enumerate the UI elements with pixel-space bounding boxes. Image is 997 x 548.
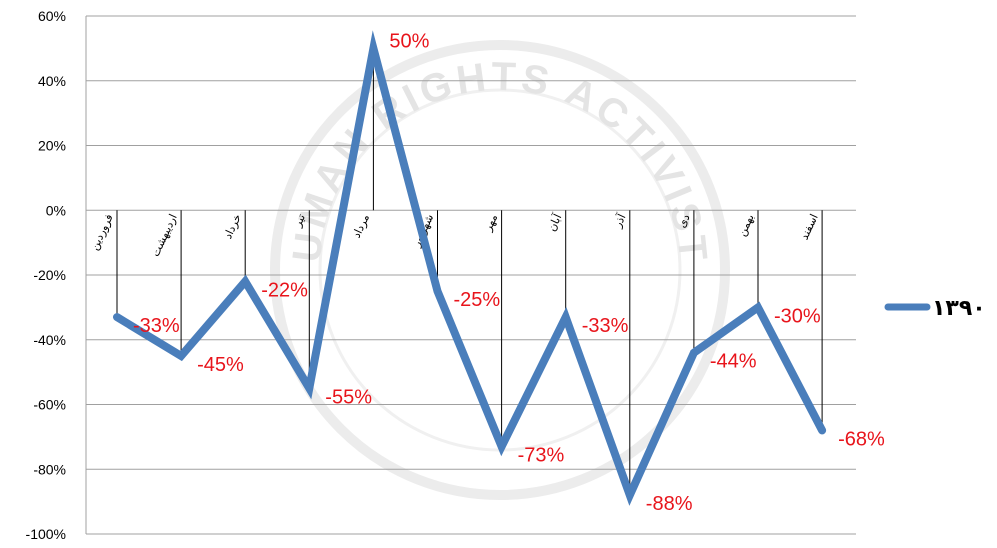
data-label: 50% bbox=[389, 30, 429, 52]
x-tick-label: بهمن bbox=[735, 212, 756, 238]
y-tick-label: 20% bbox=[38, 138, 66, 154]
data-label: -33% bbox=[133, 315, 180, 337]
x-tick-label: مرداد bbox=[350, 212, 372, 240]
x-tick-label: اسفند bbox=[798, 212, 821, 242]
data-point bbox=[180, 354, 183, 357]
legend: ۱۳۹۰ bbox=[884, 296, 986, 321]
series bbox=[113, 30, 827, 506]
x-tick-label: مهر bbox=[481, 212, 500, 234]
data-point bbox=[116, 316, 118, 319]
data-label: -73% bbox=[518, 445, 565, 467]
y-tick-label: 40% bbox=[38, 73, 66, 89]
data-label: -68% bbox=[838, 428, 885, 450]
data-point bbox=[564, 316, 567, 319]
data-point bbox=[757, 306, 759, 309]
data-point bbox=[628, 494, 631, 497]
gridlines bbox=[85, 15, 856, 535]
y-tick-label: 60% bbox=[38, 8, 66, 24]
x-tick-label: دی bbox=[675, 212, 693, 230]
drop-lines bbox=[116, 48, 823, 496]
data-point bbox=[821, 429, 824, 432]
data-point bbox=[436, 290, 439, 293]
data-point bbox=[692, 351, 695, 354]
data-point bbox=[372, 47, 375, 50]
data-label: -22% bbox=[261, 279, 308, 301]
y-tick-label: 0% bbox=[46, 202, 66, 218]
data-label: -30% bbox=[774, 305, 821, 327]
data-label: -45% bbox=[197, 354, 244, 376]
series-line bbox=[113, 30, 827, 506]
watermark: HUMAN RIGHTS ACTIVISTS bbox=[0, 0, 730, 500]
data-point bbox=[308, 387, 311, 390]
data-labels: -33% -45% -22% -55% 50% -25% -73% -33% -88% -44% -… bbox=[133, 30, 885, 515]
y-tick-label: -80% bbox=[33, 461, 66, 477]
data-point bbox=[244, 280, 247, 283]
x-tick-label: فروردین bbox=[88, 212, 116, 252]
x-tick-label: آبان bbox=[544, 211, 565, 234]
y-tick-label: -100% bbox=[26, 526, 66, 542]
legend-label: ۱۳۹۰ bbox=[932, 296, 986, 321]
data-label: -55% bbox=[325, 386, 372, 408]
x-tick-label: اردیبهشت bbox=[149, 212, 180, 259]
data-label: -44% bbox=[710, 351, 757, 373]
data-label: -25% bbox=[454, 289, 501, 311]
x-tick-label: آذر bbox=[610, 211, 629, 231]
data-label: -33% bbox=[582, 315, 629, 337]
y-axis: 60% 40% 20% 0% -20% -40% -60% -80% -100% bbox=[26, 8, 66, 542]
y-tick-label: -20% bbox=[33, 267, 66, 283]
x-tick-label: تیر bbox=[291, 212, 308, 230]
y-tick-label: -60% bbox=[33, 397, 66, 413]
x-tick-label: خرداد bbox=[221, 212, 244, 241]
data-point bbox=[500, 445, 503, 448]
data-label: -88% bbox=[646, 493, 693, 515]
y-tick-label: -40% bbox=[33, 332, 66, 348]
